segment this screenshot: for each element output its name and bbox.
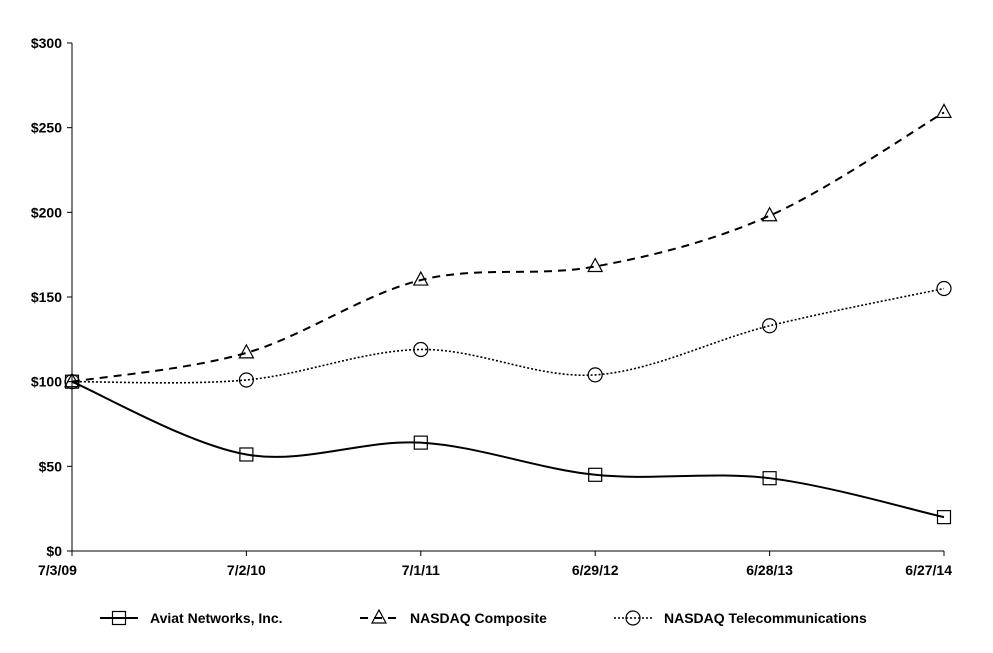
legend-label: Aviat Networks, Inc. [150,610,283,626]
data-point-square [762,471,777,486]
legend-marker-triangle [370,608,388,624]
data-point-triangle [935,103,953,119]
x-axis-labels: 7/3/09 7/2/10 7/1/11 6/29/12 6/28/13 6/27/14 [38,562,952,578]
series-line [71,380,945,519]
data-point-square [588,467,603,482]
y-tick-label: $250 [31,120,62,136]
x-tick-label: 7/2/10 [227,562,266,578]
y-tick-label: $50 [39,458,63,474]
legend-marker-circle [625,610,641,626]
series-nasdaq-composite [63,103,953,388]
data-point-triangle [412,270,429,286]
data-point-circle [413,341,429,358]
data-point-square [936,510,952,525]
data-point-triangle [587,257,604,273]
series [63,103,953,525]
legend: Aviat Networks, Inc. NASDAQ Composite NASD… [100,608,867,626]
data-point-circle [64,374,80,390]
data-point-circle [761,318,778,334]
data-point-triangle [63,372,81,388]
y-tick-label: $300 [31,35,62,51]
legend-item: NASDAQ Telecommunications [614,610,867,626]
series-aviat-networks-inc- [64,374,952,525]
x-tick-label: 7/1/11 [402,562,440,578]
x-tick-label: 7/3/09 [38,562,77,578]
data-point-circle [936,280,952,297]
legend-item: NASDAQ Composite [360,608,547,626]
legend-marker-square [111,610,127,626]
data-point-square [413,435,428,450]
data-point-square [239,447,254,462]
y-tick-label: $0 [46,543,62,559]
data-point-triangle [761,206,778,222]
data-point-circle [587,367,603,383]
y-tick-label: $200 [31,204,62,220]
series-nasdaq-telecommunications [64,280,952,390]
legend-label: NASDAQ Telecommunications [664,610,867,626]
data-point-triangle [238,343,255,359]
x-tick-label: 6/28/13 [746,562,793,578]
data-point-circle [238,372,254,388]
series-line [71,111,945,383]
x-tick-label: 6/29/12 [572,562,619,578]
legend-item: Aviat Networks, Inc. [100,610,283,626]
axes [67,42,945,556]
series-line [71,287,945,384]
y-tick-label: $100 [31,374,62,390]
x-tick-label: 6/27/14 [905,562,952,578]
y-tick-label: $150 [31,289,62,305]
legend-label: NASDAQ Composite [410,610,547,626]
y-axis-labels: $0 $50 $100 $150 $200 $250 $300 [31,35,62,559]
